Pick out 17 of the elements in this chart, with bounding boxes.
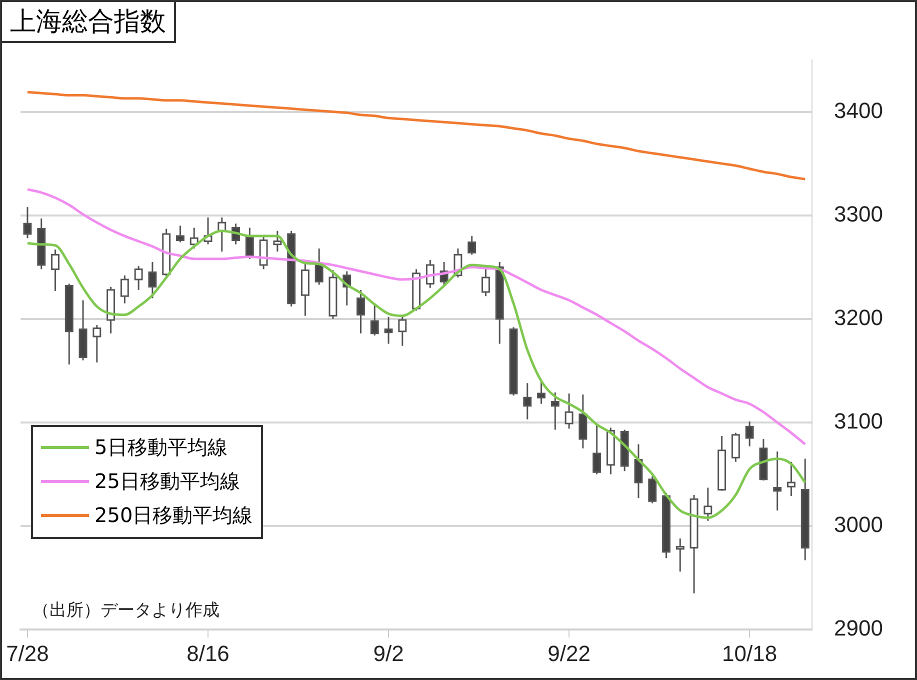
y-tick-label: 3400 bbox=[834, 98, 884, 123]
annotation: （出所）データより作成 bbox=[32, 600, 220, 621]
x-tick-label: 7/28 bbox=[6, 640, 49, 666]
y-tick-label: 2900 bbox=[834, 616, 884, 641]
x-tick-label: 9/2 bbox=[373, 640, 404, 666]
x-tick-label: 9/22 bbox=[548, 640, 590, 666]
y-tick-label: 3000 bbox=[834, 512, 884, 538]
y-tick-label: 3100 bbox=[834, 408, 884, 434]
y-tick-label: 3200 bbox=[834, 304, 884, 330]
line-series bbox=[26, 90, 806, 180]
legend-label: 25日移動平均線 bbox=[94, 468, 240, 496]
x-tick-label: 10/18 bbox=[722, 640, 778, 666]
y-tick-label: 3300 bbox=[834, 201, 884, 226]
legend-label: 250日移動平均線 bbox=[94, 502, 253, 530]
chart-title: 上海総合指数 bbox=[2, 2, 176, 43]
x-tick-label: 8/16 bbox=[186, 640, 230, 666]
legend-label: 5日移動平均線 bbox=[94, 434, 228, 462]
